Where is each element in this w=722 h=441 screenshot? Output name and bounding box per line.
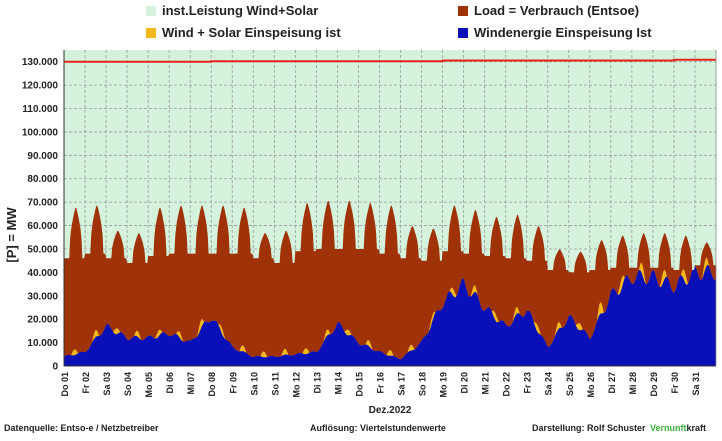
x-tick-label: Di 20 xyxy=(460,372,470,394)
x-axis-label: Dez.2022 xyxy=(369,405,412,416)
x-tick-label: Mi 28 xyxy=(628,372,638,395)
x-tick-label: Di 27 xyxy=(607,372,617,394)
legend-swatch-wind-solar xyxy=(146,27,156,38)
y-tick-label: 130.000 xyxy=(22,57,59,68)
series-installed-line xyxy=(64,58,716,63)
x-tick-label: Fr 23 xyxy=(523,372,533,394)
legend-swatch-load xyxy=(458,5,468,16)
footer-source: Datenquelle: Entso-e / Netzbetreiber xyxy=(4,423,159,433)
x-tick-label: So 25 xyxy=(565,372,575,396)
area-chart: 0 10.000 20.000 30.000 40.000 50.000 60.000 70.… xyxy=(4,50,717,416)
y-tick-label: 20.000 xyxy=(27,315,58,326)
legend-swatch-wind xyxy=(458,27,468,38)
chart-legend: inst.Leistung Wind+Solar Load = Verbrauc… xyxy=(0,0,722,46)
y-tick-label: 30.000 xyxy=(27,291,58,302)
x-tick-label: Fr 09 xyxy=(228,372,238,394)
legend-label-wind-solar: Wind + Solar Einspeisung ist xyxy=(162,25,341,40)
x-tick-label: Do 08 xyxy=(207,372,217,397)
x-tick-label: So 11 xyxy=(270,372,280,396)
y-tick-label: 80.000 xyxy=(27,174,58,185)
x-tick-label: Sa 31 xyxy=(691,372,701,396)
x-tick-label: Fr 16 xyxy=(375,372,385,394)
x-tick-label: Mo 19 xyxy=(439,372,449,398)
x-tick-label: Di 06 xyxy=(165,372,175,394)
x-tick-label: Fr 30 xyxy=(670,372,680,394)
y-tick-label: 90.000 xyxy=(27,151,58,162)
x-tick-label: Mi 07 xyxy=(186,372,196,395)
x-tick-label: Do 22 xyxy=(502,372,512,397)
legend-label-installed: inst.Leistung Wind+Solar xyxy=(162,3,319,18)
y-axis-label: [P] = MW xyxy=(4,207,19,263)
y-tick-label: 0 xyxy=(52,362,58,373)
footer-brand-black: kraft xyxy=(686,423,707,433)
x-tick-label: Sa 03 xyxy=(102,372,112,396)
x-tick-label: Fr 02 xyxy=(81,372,91,394)
series-wind-area xyxy=(64,265,716,366)
y-tick-label: 120.000 xyxy=(22,81,59,92)
legend-label-load: Load = Verbrauch (Entsoe) xyxy=(474,3,640,18)
y-tick-label: 40.000 xyxy=(27,268,58,279)
x-tick-label: Sa 24 xyxy=(544,372,554,396)
legend-swatch-installed xyxy=(146,5,156,16)
x-tick-label: Mi 14 xyxy=(333,372,343,395)
x-tick-label: Mo 05 xyxy=(144,372,154,398)
x-tick-label: Sa 17 xyxy=(397,372,407,396)
series-load-area xyxy=(64,201,716,366)
y-tick-label: 50.000 xyxy=(27,244,58,255)
x-tick-label: Do 29 xyxy=(649,372,659,397)
x-tick-label: Mo 26 xyxy=(586,372,596,398)
footer-author: Darstellung: Rolf Schuster xyxy=(532,423,646,433)
y-tick-label: 10.000 xyxy=(27,338,58,349)
legend-item-wind-solar: Wind + Solar Einspeisung ist xyxy=(146,25,341,40)
legend-item-installed: inst.Leistung Wind+Solar xyxy=(146,3,318,18)
footer-brand: Vernunftkraft xyxy=(650,423,706,433)
y-tick-label: 100.000 xyxy=(22,127,59,138)
footer-resolution: Auflösung: Viertelstundenwerte xyxy=(310,423,446,433)
legend-item-wind: Windenergie Einspeisung Ist xyxy=(458,25,652,40)
legend-label-wind: Windenergie Einspeisung Ist xyxy=(474,25,652,40)
x-tick-label: Do 15 xyxy=(354,372,364,397)
legend-item-load: Load = Verbrauch (Entsoe) xyxy=(458,3,639,18)
y-tick-label: 60.000 xyxy=(27,221,58,232)
x-tick-label: Sa 10 xyxy=(249,372,259,396)
footer-brand-green: Vernunft xyxy=(650,423,687,433)
x-tick-label: Mo 12 xyxy=(291,372,301,398)
y-tick-label: 70.000 xyxy=(27,198,58,209)
x-tick-label: Do 01 xyxy=(60,372,70,397)
x-tick-label: So 18 xyxy=(418,372,428,396)
x-tick-label: So 04 xyxy=(123,372,133,396)
x-tick-label: Di 13 xyxy=(312,372,322,394)
y-tick-label: 110.000 xyxy=(22,104,58,115)
x-tick-label: Mi 21 xyxy=(481,372,491,395)
